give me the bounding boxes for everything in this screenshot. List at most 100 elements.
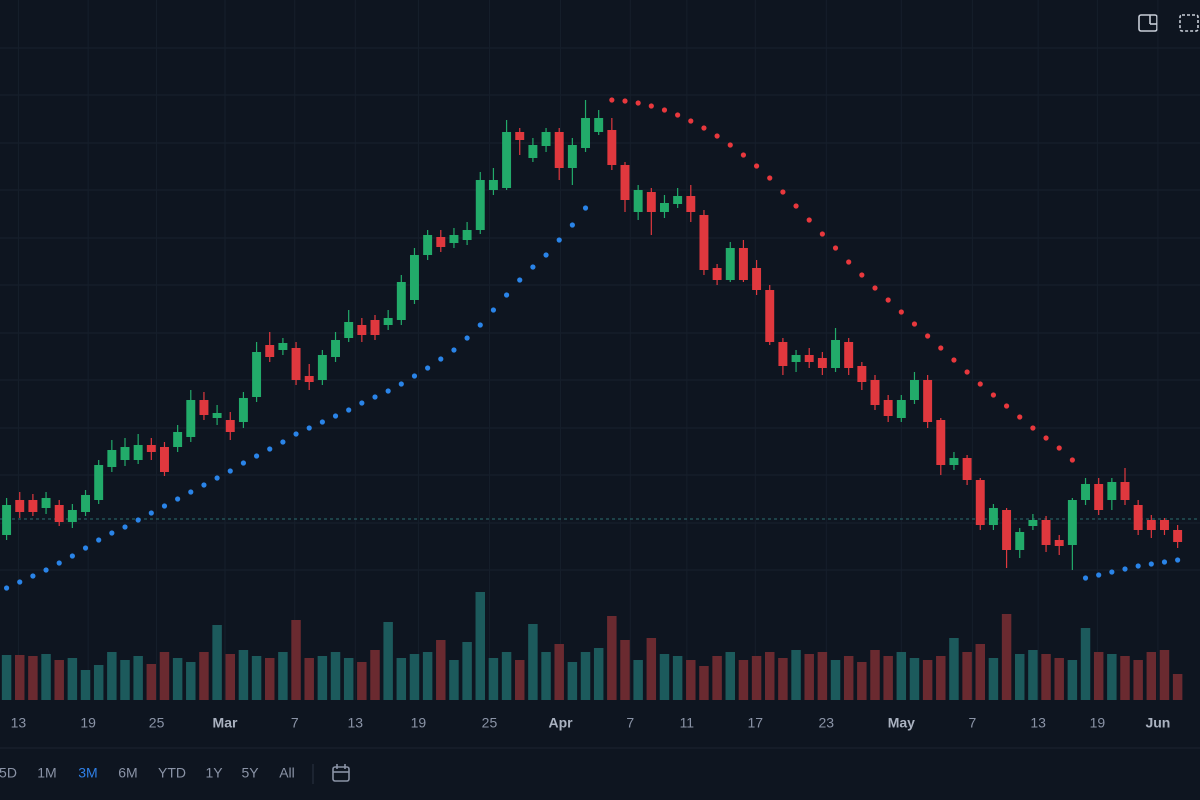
- candle-body: [857, 366, 867, 382]
- sar-dot: [819, 231, 825, 237]
- candle-body: [620, 165, 630, 200]
- sar-dot: [635, 100, 641, 106]
- x-tick-label: 11: [680, 715, 695, 731]
- sar-dot: [477, 322, 483, 328]
- candle-body: [1041, 520, 1051, 545]
- sar-dot: [30, 573, 36, 579]
- candle-body: [923, 380, 933, 422]
- candle-body: [528, 145, 538, 158]
- candle-body: [1120, 482, 1130, 500]
- sar-dot: [1030, 425, 1036, 431]
- candle-body: [225, 420, 235, 432]
- candle-body: [673, 196, 683, 204]
- volume-bar: [1080, 628, 1091, 700]
- volume-bar: [541, 652, 551, 700]
- volume-bar: [1120, 656, 1130, 700]
- sar-dot: [938, 345, 944, 351]
- range-button[interactable]: 1M: [37, 765, 56, 781]
- range-button[interactable]: 5Y: [241, 765, 259, 781]
- x-tick-label: 13: [1030, 715, 1046, 731]
- candle-body: [791, 355, 801, 362]
- range-button[interactable]: 5D: [0, 765, 17, 781]
- candle-body: [1002, 510, 1012, 550]
- sar-dot: [490, 307, 497, 313]
- candle-body: [133, 445, 143, 460]
- range-button[interactable]: 3M: [78, 765, 97, 781]
- range-button[interactable]: All: [279, 765, 295, 781]
- volume-bar: [107, 652, 117, 700]
- volume-bar: [620, 640, 630, 700]
- candle-body: [844, 342, 854, 368]
- volume-bar: [883, 656, 893, 700]
- sar-dot: [925, 333, 931, 339]
- layout-icon[interactable]: [1138, 14, 1158, 32]
- volume-bar: [778, 658, 788, 700]
- candle-body: [449, 235, 459, 243]
- candle-body: [357, 325, 367, 335]
- volume-bar: [199, 652, 209, 700]
- candle-body: [344, 322, 354, 338]
- volume-bar: [646, 638, 657, 700]
- sar-dot: [227, 468, 233, 474]
- volume-bar: [949, 638, 959, 700]
- sar-dot: [1109, 569, 1115, 575]
- candle-body: [515, 132, 525, 140]
- volume-bar: [41, 654, 51, 700]
- volume-bar: [317, 656, 328, 700]
- volume-bar: [304, 658, 314, 700]
- candle-body: [199, 400, 209, 415]
- volume-bar: [238, 650, 249, 700]
- range-button[interactable]: 1Y: [205, 765, 223, 781]
- sar-dot: [1161, 559, 1168, 565]
- sar-dot: [1003, 403, 1010, 409]
- candle-body: [67, 510, 77, 522]
- sar-dot: [201, 482, 207, 488]
- volume-bar: [67, 658, 78, 700]
- volume-bar: [357, 662, 367, 700]
- volume-bar: [28, 656, 38, 700]
- volume-bar: [1041, 654, 1051, 700]
- sar-dot: [622, 98, 628, 104]
- x-tick-label: Apr: [548, 715, 573, 731]
- candle-body: [265, 345, 275, 357]
- range-button[interactable]: YTD: [158, 765, 186, 781]
- sar-dot: [780, 189, 786, 195]
- volume-bar: [659, 654, 670, 700]
- candle-body: [1160, 520, 1169, 530]
- candle-body: [738, 248, 748, 280]
- sar-dot: [1017, 414, 1023, 420]
- volume-bar: [159, 652, 170, 700]
- sar-dot: [530, 264, 536, 270]
- volume-bar: [278, 652, 288, 700]
- volume-bar: [225, 654, 235, 700]
- sar-dot: [885, 297, 891, 303]
- calendar-icon[interactable]: [332, 764, 350, 782]
- sar-dot: [161, 503, 168, 509]
- volume-bar: [554, 644, 564, 700]
- sar-dot: [425, 365, 431, 371]
- sar-dot: [148, 510, 154, 516]
- volume-bar: [791, 650, 801, 700]
- x-tick-label: Mar: [213, 715, 238, 731]
- volume-bar: [804, 654, 814, 700]
- candle-body: [383, 318, 393, 325]
- sar-dot: [1148, 561, 1154, 567]
- x-tick-label: May: [888, 715, 915, 731]
- volume-bar: [607, 616, 617, 700]
- sar-dot: [43, 567, 49, 573]
- candle-body: [1173, 530, 1183, 542]
- candle-body: [831, 340, 840, 368]
- volume-bar: [528, 624, 538, 700]
- candle-body: [633, 190, 643, 212]
- candle-body: [883, 400, 893, 416]
- candle-body: [607, 130, 617, 165]
- fullscreen-icon[interactable]: [1179, 14, 1199, 32]
- volume-bar: [1159, 650, 1170, 700]
- x-tick-label: 7: [626, 715, 634, 731]
- x-tick-label: 7: [968, 715, 976, 731]
- candle-body: [817, 358, 827, 368]
- candle-body: [291, 348, 301, 380]
- range-button[interactable]: 6M: [118, 765, 137, 781]
- volume-bar: [909, 658, 920, 700]
- volume-bar: [343, 658, 354, 700]
